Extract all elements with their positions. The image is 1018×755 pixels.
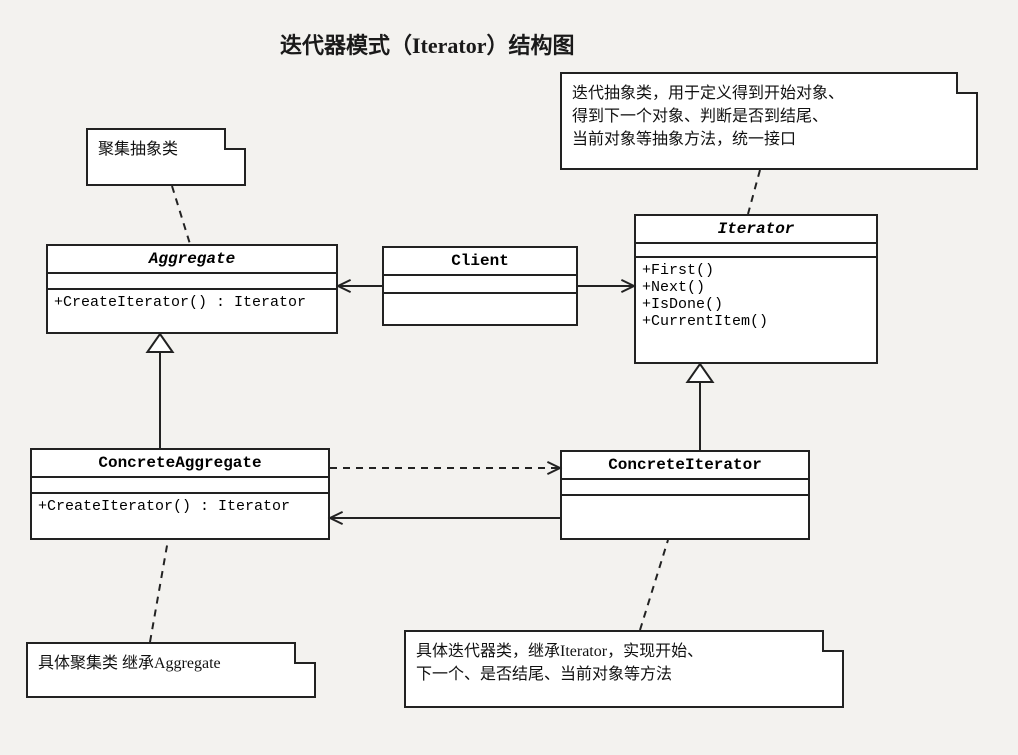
diagram-canvas: 迭代器模式（Iterator）结构图 聚集抽象类 迭代抽象类，用于定义得到开始对… [0, 0, 1018, 755]
class-aggregate-attrs [48, 274, 336, 290]
class-client-ops [384, 294, 576, 312]
note-fold-icon [224, 128, 246, 150]
class-client-attrs [384, 276, 576, 294]
class-iterator-name: Iterator [636, 216, 876, 244]
note-concrete-aggregate-text: 具体聚集类 继承Aggregate [38, 655, 221, 672]
class-aggregate-name: Aggregate [48, 246, 336, 274]
class-concrete-aggregate-name: ConcreteAggregate [32, 450, 328, 478]
note-fold-icon [822, 630, 844, 652]
class-concrete-iterator-ops [562, 496, 808, 514]
class-concrete-iterator-attrs [562, 480, 808, 496]
diagram-title: 迭代器模式（Iterator）结构图 [280, 28, 575, 60]
class-client-name: Client [384, 248, 576, 276]
class-concrete-aggregate-attrs [32, 478, 328, 494]
note-concrete-iterator: 具体迭代器类，继承Iterator，实现开始、 下一个、是否结尾、当前对象等方法 [404, 630, 844, 708]
note-concrete-aggregate: 具体聚集类 继承Aggregate [26, 642, 316, 698]
class-aggregate-ops: +CreateIterator() : Iterator [48, 290, 336, 315]
note-concrete-iterator-text: 具体迭代器类，继承Iterator，实现开始、 下一个、是否结尾、当前对象等方法 [416, 643, 703, 683]
note-iterator-text: 迭代抽象类，用于定义得到开始对象、 得到下一个对象、判断是否到结尾、 当前对象等… [572, 85, 844, 148]
class-concrete-iterator-name: ConcreteIterator [562, 452, 808, 480]
class-concrete-aggregate: ConcreteAggregate +CreateIterator() : It… [30, 448, 330, 540]
note-aggregate-text: 聚集抽象类 [98, 141, 178, 158]
note-fold-icon [294, 642, 316, 664]
class-concrete-iterator: ConcreteIterator [560, 450, 810, 540]
note-iterator: 迭代抽象类，用于定义得到开始对象、 得到下一个对象、判断是否到结尾、 当前对象等… [560, 72, 978, 170]
class-iterator-attrs [636, 244, 876, 258]
note-aggregate: 聚集抽象类 [86, 128, 246, 186]
class-aggregate: Aggregate +CreateIterator() : Iterator [46, 244, 338, 334]
class-client: Client [382, 246, 578, 326]
note-fold-icon [956, 72, 978, 94]
class-concrete-aggregate-ops: +CreateIterator() : Iterator [32, 494, 328, 519]
class-iterator-ops: +First() +Next() +IsDone() +CurrentItem(… [636, 258, 876, 334]
class-iterator: Iterator +First() +Next() +IsDone() +Cur… [634, 214, 878, 364]
